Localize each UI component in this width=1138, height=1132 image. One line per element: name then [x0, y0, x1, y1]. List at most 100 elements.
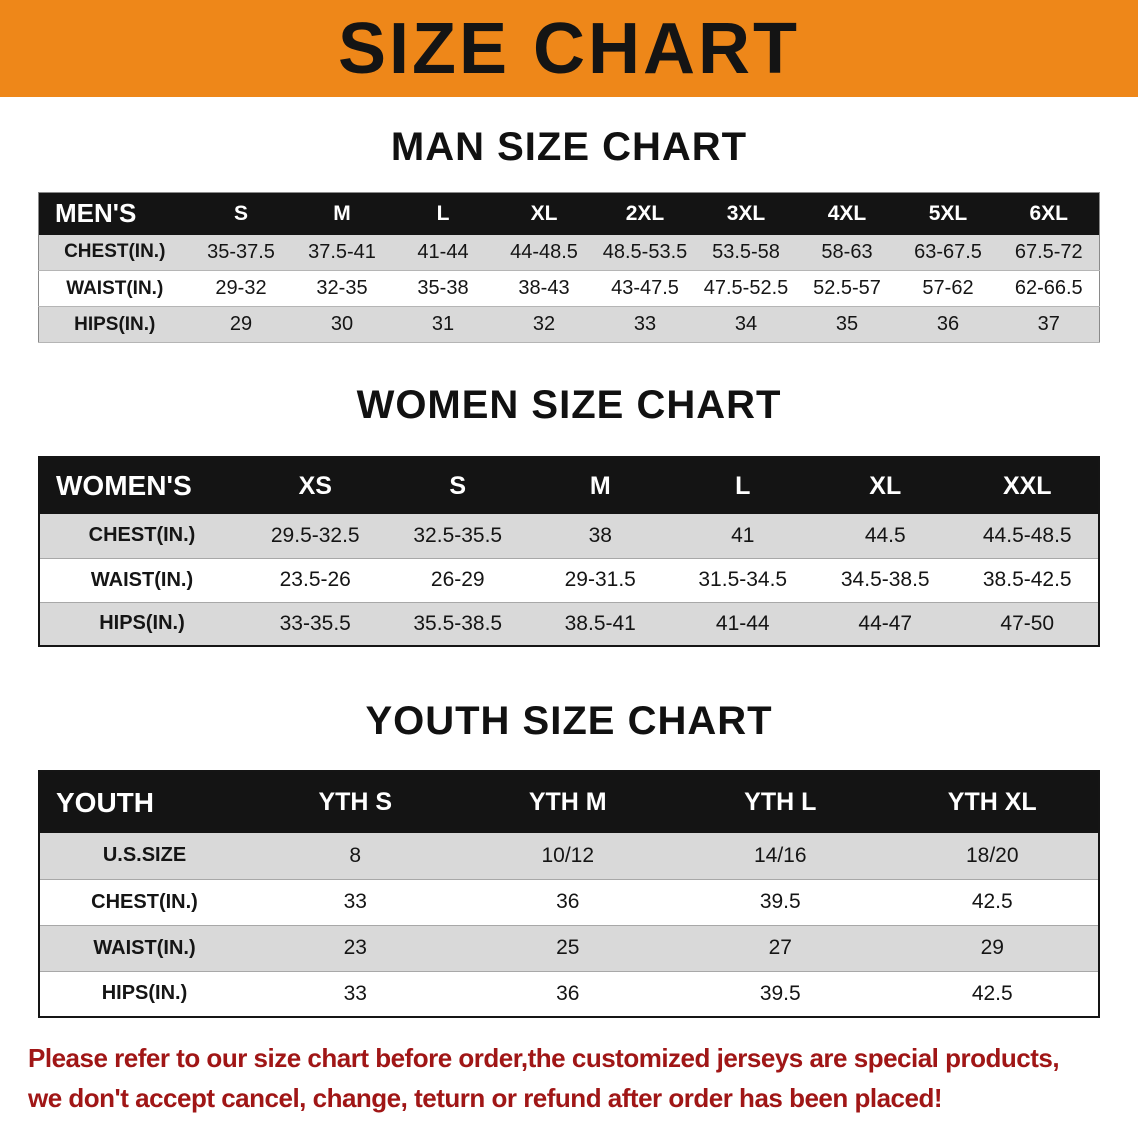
size-value: 63-67.5 [897, 234, 999, 271]
row-label: WAIST(IN.) [39, 925, 249, 972]
men-size-section: MAN SIZE CHART MEN'S S M L XL 2XL 3XL 4XL 5XL 6XL… [0, 125, 1138, 343]
table-row: HIPS(IN.) 29 30 31 32 33 34 35 36 37 [38, 306, 1100, 343]
size-value: 38-43 [493, 270, 595, 307]
size-value: 36 [461, 879, 674, 926]
table-row: WAIST(IN.) 23 25 27 29 [39, 925, 1099, 972]
table-corner-label: MEN'S [38, 192, 191, 235]
size-column-header: M [529, 457, 672, 514]
size-value: 31 [392, 306, 494, 343]
size-value: 42.5 [886, 971, 1099, 1018]
men-size-table: MEN'S S M L XL 2XL 3XL 4XL 5XL 6XL CHEST(IN.) 35-3… [38, 192, 1100, 343]
size-value: 14/16 [674, 833, 887, 880]
size-column-header: L [671, 457, 814, 514]
size-value: 32-35 [291, 270, 393, 307]
size-value: 44-48.5 [493, 234, 595, 271]
size-value: 30 [291, 306, 393, 343]
size-value: 18/20 [886, 833, 1099, 880]
size-value: 32.5-35.5 [386, 514, 529, 559]
size-value: 38 [529, 514, 672, 559]
size-value: 39.5 [674, 879, 887, 926]
women-size-section: WOMEN SIZE CHART WOMEN'S XS S M L XL XXL CHEST… [0, 383, 1138, 647]
size-value: 10/12 [461, 833, 674, 880]
size-column-header: XXL [956, 457, 1099, 514]
size-value: 32 [493, 306, 595, 343]
size-value: 35-37.5 [190, 234, 292, 271]
row-label: U.S.SIZE [39, 833, 249, 880]
size-value: 38.5-42.5 [956, 558, 1099, 603]
size-value: 29-32 [190, 270, 292, 307]
youth-table-body: U.S.SIZE 8 10/12 14/16 18/20 CHEST(IN.) 33 36 39… [39, 833, 1099, 1018]
table-row: WAIST(IN.) 29-32 32-35 35-38 38-43 43-47.5 47.… [38, 270, 1100, 307]
youth-section-heading: YOUTH SIZE CHART [365, 699, 773, 743]
table-row: CHEST(IN.) 35-37.5 37.5-41 41-44 44-48.5 48.5… [38, 234, 1100, 271]
row-label: CHEST(IN.) [38, 234, 191, 271]
title-banner: SIZE CHART [0, 0, 1138, 97]
size-value: 53.5-58 [695, 234, 797, 271]
size-column-header: YTH L [674, 771, 887, 833]
table-corner-label: YOUTH [39, 771, 249, 833]
size-column-header: M [291, 192, 393, 235]
men-table-header-row: MEN'S S M L XL 2XL 3XL 4XL 5XL 6XL [38, 192, 1100, 235]
size-column-header: YTH S [249, 771, 462, 833]
youth-size-table: YOUTH YTH S YTH M YTH L YTH XL U.S.SIZE 8 10/1… [38, 770, 1100, 1018]
size-value: 47.5-52.5 [695, 270, 797, 307]
size-value: 48.5-53.5 [594, 234, 696, 271]
size-value: 44.5-48.5 [956, 514, 1099, 559]
size-column-header: 2XL [594, 192, 696, 235]
size-value: 67.5-72 [998, 234, 1100, 271]
size-value: 37 [998, 306, 1100, 343]
size-value: 47-50 [956, 602, 1099, 647]
size-column-header: YTH M [461, 771, 674, 833]
size-value: 41-44 [392, 234, 494, 271]
size-value: 42.5 [886, 879, 1099, 926]
size-value: 43-47.5 [594, 270, 696, 307]
size-value: 34.5-38.5 [814, 558, 957, 603]
youth-table-header-row: YOUTH YTH S YTH M YTH L YTH XL [39, 771, 1099, 833]
size-value: 33 [594, 306, 696, 343]
notice-line-1: Please refer to our size chart before or… [28, 1043, 1060, 1073]
size-value: 41-44 [671, 602, 814, 647]
row-label: CHEST(IN.) [39, 879, 249, 926]
size-value: 41 [671, 514, 814, 559]
size-value: 23.5-26 [244, 558, 387, 603]
row-label: HIPS(IN.) [39, 971, 249, 1018]
size-value: 52.5-57 [796, 270, 898, 307]
size-value: 33-35.5 [244, 602, 387, 647]
row-label: WAIST(IN.) [38, 270, 191, 307]
size-column-header: XL [493, 192, 595, 235]
size-column-header: S [386, 457, 529, 514]
size-value: 58-63 [796, 234, 898, 271]
size-value: 36 [897, 306, 999, 343]
size-value: 33 [249, 879, 462, 926]
size-value: 33 [249, 971, 462, 1018]
size-value: 26-29 [386, 558, 529, 603]
table-row: CHEST(IN.) 29.5-32.5 32.5-35.5 38 41 44.5 44.5… [39, 514, 1099, 559]
size-value: 29 [190, 306, 292, 343]
table-row: CHEST(IN.) 33 36 39.5 42.5 [39, 879, 1099, 926]
size-column-header: 6XL [998, 192, 1100, 235]
row-label: CHEST(IN.) [39, 514, 244, 559]
size-value: 25 [461, 925, 674, 972]
size-value: 35 [796, 306, 898, 343]
size-column-header: 3XL [695, 192, 797, 235]
women-section-heading: WOMEN SIZE CHART [356, 383, 782, 427]
row-label: HIPS(IN.) [39, 602, 244, 647]
size-value: 35-38 [392, 270, 494, 307]
size-value: 29.5-32.5 [244, 514, 387, 559]
youth-size-section: YOUTH SIZE CHART YOUTH YTH S YTH M YTH L YTH… [0, 699, 1138, 1018]
size-value: 37.5-41 [291, 234, 393, 271]
size-column-header: XS [244, 457, 387, 514]
size-value: 29 [886, 925, 1099, 972]
size-column-header: XL [814, 457, 957, 514]
size-value: 8 [249, 833, 462, 880]
size-value: 38.5-41 [529, 602, 672, 647]
table-row: U.S.SIZE 8 10/12 14/16 18/20 [39, 833, 1099, 880]
size-value: 57-62 [897, 270, 999, 307]
size-column-header: 4XL [796, 192, 898, 235]
table-row: HIPS(IN.) 33-35.5 35.5-38.5 38.5-41 41-44 44-… [39, 602, 1099, 647]
table-corner-label: WOMEN'S [39, 457, 244, 514]
size-column-header: YTH XL [886, 771, 1099, 833]
size-value: 29-31.5 [529, 558, 672, 603]
row-label: WAIST(IN.) [39, 558, 244, 603]
